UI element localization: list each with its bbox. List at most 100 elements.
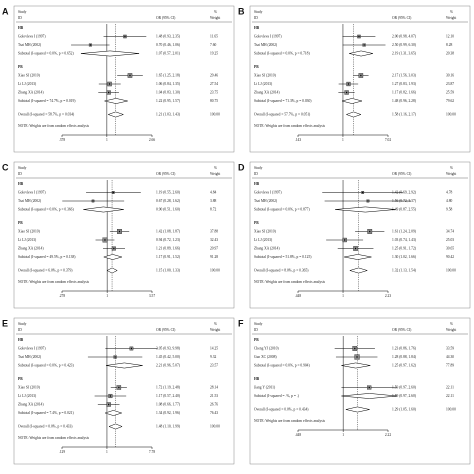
weight-text: 34.74 bbox=[446, 229, 454, 233]
study-label: Guo XC (2008) bbox=[254, 355, 277, 359]
point-estimate bbox=[368, 386, 370, 389]
study-label: Zhang XA (2014) bbox=[254, 246, 280, 250]
or-text: 1.21 (1.03, 1.43) bbox=[156, 112, 181, 117]
weight-text: 8.72 bbox=[210, 207, 216, 211]
or-text: 1.30 (1.02, 1.66) bbox=[392, 255, 417, 260]
group-label: PB bbox=[18, 221, 23, 225]
group-label: PB bbox=[254, 65, 259, 69]
overall-label: Overall (I-squared = 58.7%, p = 0.034) bbox=[18, 112, 75, 117]
x-tick-label: .129 bbox=[59, 450, 65, 454]
point-estimate bbox=[89, 44, 92, 46]
panel-frame bbox=[249, 161, 471, 309]
study-header: Study bbox=[18, 322, 27, 326]
x-tick-label: 3.57 bbox=[149, 294, 155, 298]
point-estimate bbox=[124, 35, 126, 38]
or-header: OR (95% CI) bbox=[156, 172, 176, 176]
diamond bbox=[341, 393, 397, 399]
study-label: Golovleva I (1997) bbox=[254, 34, 282, 38]
or-text: 1.28 (0.88, 1.84) bbox=[392, 355, 417, 360]
point-estimate bbox=[118, 230, 121, 233]
panel-letter: E bbox=[2, 318, 8, 328]
weight-text: 91.28 bbox=[210, 255, 218, 259]
group-label: HB bbox=[18, 338, 24, 342]
weight-text: 22.11 bbox=[446, 394, 454, 398]
x-tick-label: 1 bbox=[106, 138, 108, 142]
id-header: ID bbox=[254, 328, 258, 332]
panel-frame bbox=[249, 5, 471, 153]
weight-text: 90.42 bbox=[446, 255, 454, 259]
id-header: ID bbox=[18, 172, 22, 176]
id-header: ID bbox=[18, 328, 22, 332]
weight-text: 9.32 bbox=[210, 355, 216, 359]
group-label: HB bbox=[254, 26, 260, 30]
panel-frame bbox=[13, 317, 235, 465]
x-tick-label: .448 bbox=[295, 433, 301, 437]
x-tick-label: 2.23 bbox=[385, 294, 391, 298]
x-tick-label: 1 bbox=[342, 138, 344, 142]
x-tick-label: 1 bbox=[106, 450, 108, 454]
study-label: Xiao SJ (2010) bbox=[18, 385, 41, 389]
point-estimate bbox=[108, 83, 111, 85]
note: NOTE: Weights are from random effects an… bbox=[254, 124, 326, 128]
study-label: Li LJ (2013) bbox=[254, 82, 273, 86]
subtotal-label: Subtotal (I-squared = .%, p = .) bbox=[254, 394, 300, 399]
point-estimate bbox=[343, 239, 346, 241]
or-text: 1.17 (0.82, 1.66) bbox=[392, 90, 417, 95]
diamond bbox=[335, 206, 396, 213]
or-text: 1.25 (0.97, 1.62) bbox=[392, 363, 417, 368]
weight-symbol: % bbox=[214, 10, 217, 14]
point-estimate bbox=[369, 230, 371, 233]
or-text: 1.56 (0.72, 3.37) bbox=[392, 199, 417, 204]
panel-letter: F bbox=[238, 318, 244, 328]
note: NOTE: Weights are from random effects an… bbox=[254, 280, 326, 284]
overall-label: Overall (I-squared = 8.0%, p = 0.365) bbox=[254, 268, 309, 273]
panel-frame bbox=[13, 161, 235, 309]
group-label: HB bbox=[18, 26, 24, 30]
or-text: 1.29 (1.05, 1.60) bbox=[392, 407, 417, 412]
weight-text: 7.60 bbox=[210, 43, 216, 47]
weight-text: 25.03 bbox=[446, 238, 454, 242]
diamond bbox=[341, 98, 363, 104]
study-header: Study bbox=[254, 322, 263, 326]
subtotal-label: Subtotal (I-squared = 51.8%, p = 0.125) bbox=[254, 255, 312, 260]
or-text: 2.00 (0.98, 4.07) bbox=[392, 34, 417, 39]
weight-text: 80.75 bbox=[210, 99, 218, 103]
weight-text: 4.80 bbox=[446, 199, 452, 203]
or-text: 1.58 (1.16, 2.17) bbox=[392, 112, 417, 117]
study-header: Study bbox=[254, 10, 263, 14]
study-label: Zhang XA (2014) bbox=[18, 90, 44, 94]
overall-label: Overall (I-squared = 0.0%, p = 0.433) bbox=[18, 424, 73, 429]
study-header: Study bbox=[18, 10, 27, 14]
diamond bbox=[80, 50, 140, 57]
study-label: Xiao SJ (2010) bbox=[254, 229, 277, 233]
x-tick-label: 1 bbox=[342, 433, 344, 437]
point-estimate bbox=[345, 91, 348, 94]
study-label: Tsai MH (2002) bbox=[254, 199, 278, 203]
study-label: Li LJ (2013) bbox=[18, 238, 37, 242]
weight-text: 33.59 bbox=[446, 346, 454, 350]
panel-frame bbox=[249, 317, 471, 465]
or-text: 1.59 (0.97, 2.60) bbox=[392, 385, 417, 390]
study-label: Golovleva I (1997) bbox=[18, 34, 46, 38]
x-tick-label: .378 bbox=[59, 138, 65, 142]
weight-text: 37.88 bbox=[210, 229, 218, 233]
point-estimate bbox=[104, 239, 106, 241]
or-text: 1.42 (0.69, 2.92) bbox=[392, 190, 417, 195]
weight-symbol: % bbox=[450, 166, 453, 170]
weight-text: 79.62 bbox=[446, 99, 454, 103]
weight-text: 100.00 bbox=[210, 424, 220, 428]
or-text: 1.59 (0.97, 2.60) bbox=[392, 394, 417, 399]
subtotal-label: Subtotal (I-squared = 49.5%, p = 0.138) bbox=[18, 255, 76, 260]
study-label: Zhang XA (2014) bbox=[254, 90, 280, 94]
weight-text: 23.87 bbox=[446, 82, 454, 86]
point-estimate bbox=[112, 191, 114, 194]
weight-text: 8.28 bbox=[446, 43, 452, 47]
weight-text: 100.00 bbox=[446, 407, 456, 411]
point-estimate bbox=[354, 347, 356, 350]
study-label: Jiang Y (2011) bbox=[254, 385, 276, 389]
diamond bbox=[104, 410, 123, 416]
note: NOTE: Weights are from random effects an… bbox=[18, 124, 90, 128]
weight-text: 23.75 bbox=[210, 90, 218, 94]
weight-header: Weight bbox=[210, 328, 220, 332]
weight-text: 20.38 bbox=[446, 51, 454, 55]
